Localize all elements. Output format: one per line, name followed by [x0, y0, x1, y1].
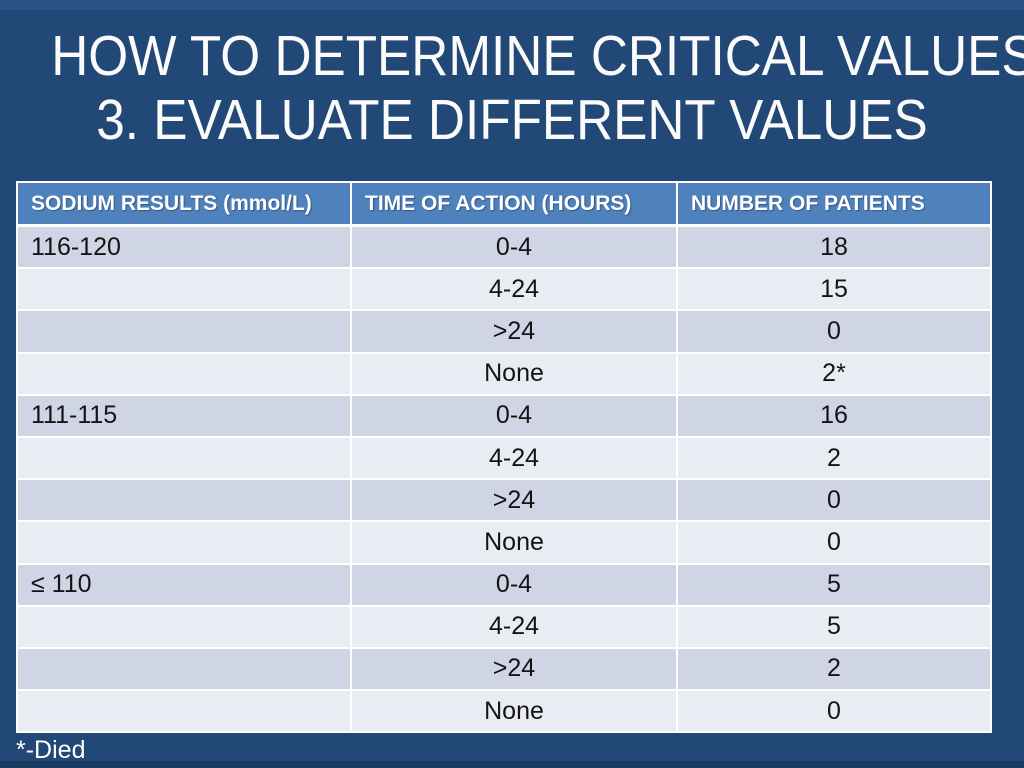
cell-sodium-range [16, 435, 352, 481]
table-row: None 0 [16, 520, 992, 565]
table-row: None 2* [16, 351, 992, 396]
cell-time-of-action: None [350, 351, 678, 396]
title-line-1: HOW TO DETERMINE CRITICAL VALUES [51, 24, 1024, 88]
cell-time-of-action: >24 [350, 309, 678, 354]
cell-sodium-range [16, 351, 352, 396]
cell-patient-count: 2 [676, 435, 992, 481]
table-row: 4-24 15 [16, 267, 992, 312]
table-row: 4-24 2 [16, 435, 992, 481]
column-header-sodium-results: SODIUM RESULTS (mmol/L) [16, 181, 352, 227]
cell-time-of-action: >24 [350, 478, 678, 523]
cell-patient-count: 0 [676, 520, 992, 565]
cell-sodium-range [16, 646, 352, 692]
cell-time-of-action: 0-4 [350, 224, 678, 270]
column-header-time-of-action: TIME OF ACTION (HOURS) [350, 181, 678, 227]
cell-patient-count: 2* [676, 351, 992, 396]
cell-sodium-range [16, 478, 352, 523]
cell-time-of-action: None [350, 689, 678, 734]
cell-patient-count: 0 [676, 309, 992, 354]
cell-sodium-range [16, 520, 352, 565]
table-row: 4-24 5 [16, 604, 992, 649]
cell-time-of-action: 4-24 [350, 267, 678, 312]
cell-time-of-action: >24 [350, 646, 678, 692]
cell-time-of-action: None [350, 520, 678, 565]
cell-patient-count: 2 [676, 646, 992, 692]
table-row: 116-120 0-4 18 [16, 224, 992, 270]
cell-sodium-range: 111-115 [16, 393, 352, 438]
cell-sodium-range: ≤ 110 [16, 562, 352, 607]
cell-patient-count: 0 [676, 478, 992, 523]
cell-time-of-action: 0-4 [350, 562, 678, 607]
cell-sodium-range [16, 309, 352, 354]
table-row: >24 0 [16, 309, 992, 354]
title-line-2: 3. EVALUATE DIFFERENT VALUES [96, 88, 928, 152]
cell-time-of-action: 4-24 [350, 435, 678, 481]
table-row: >24 2 [16, 646, 992, 692]
slide-title: HOW TO DETERMINE CRITICAL VALUES 3. EVAL… [0, 24, 1024, 152]
cell-sodium-range [16, 604, 352, 649]
sodium-results-table: SODIUM RESULTS (mmol/L) TIME OF ACTION (… [16, 181, 992, 734]
table-row: 111-115 0-4 16 [16, 393, 992, 438]
cell-patient-count: 5 [676, 562, 992, 607]
bottom-accent-band [0, 761, 1024, 768]
cell-patient-count: 5 [676, 604, 992, 649]
footnote: *-Died [16, 736, 86, 764]
cell-patient-count: 16 [676, 393, 992, 438]
table-row: ≤ 110 0-4 5 [16, 562, 992, 607]
cell-patient-count: 18 [676, 224, 992, 270]
cell-time-of-action: 4-24 [350, 604, 678, 649]
cell-patient-count: 15 [676, 267, 992, 312]
column-header-number-of-patients: NUMBER OF PATIENTS [676, 181, 992, 227]
top-accent-band [0, 0, 1024, 10]
cell-time-of-action: 0-4 [350, 393, 678, 438]
table-row: >24 0 [16, 478, 992, 523]
cell-sodium-range: 116-120 [16, 224, 352, 270]
cell-sodium-range [16, 267, 352, 312]
cell-patient-count: 0 [676, 689, 992, 734]
table-header-row: SODIUM RESULTS (mmol/L) TIME OF ACTION (… [16, 181, 992, 227]
cell-sodium-range [16, 689, 352, 734]
table-row: None 0 [16, 689, 992, 734]
